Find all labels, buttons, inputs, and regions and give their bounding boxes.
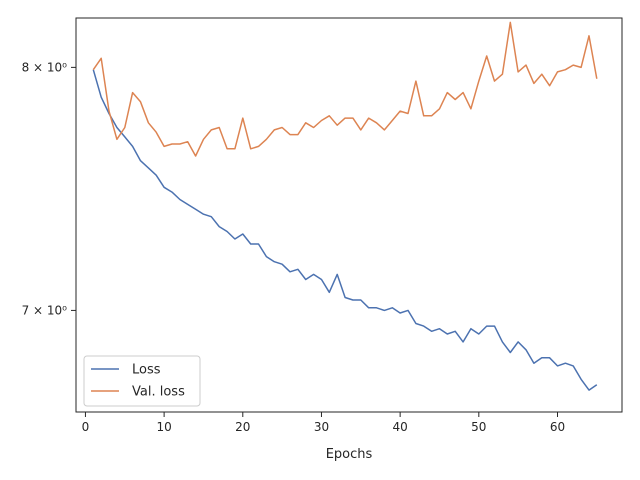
plot-frame bbox=[75, 17, 623, 413]
legend: Loss Val. loss bbox=[83, 355, 201, 407]
x-tick-label: 20 bbox=[235, 420, 250, 434]
series-line-1 bbox=[92, 21, 598, 157]
series-layer bbox=[92, 21, 598, 391]
x-tick-label: 40 bbox=[392, 420, 407, 434]
y-axis-ticks: 7 × 10⁰ 8 × 10⁰ bbox=[22, 60, 76, 317]
x-tick-label: 0 bbox=[82, 420, 90, 434]
y-tick-label: 7 × 10⁰ bbox=[22, 303, 68, 317]
y-tick-label: 8 × 10⁰ bbox=[22, 60, 68, 74]
legend-label-0: Loss bbox=[132, 363, 161, 378]
series-line-0 bbox=[92, 69, 598, 391]
x-tick-label: 60 bbox=[550, 420, 565, 434]
x-tick-label: 50 bbox=[471, 420, 486, 434]
legend-label-1: Val. loss bbox=[132, 385, 185, 400]
x-tick-label: 30 bbox=[314, 420, 329, 434]
x-tick-label: 10 bbox=[156, 420, 171, 434]
x-axis-label: Epochs bbox=[326, 447, 373, 462]
x-axis-ticks: 0 10 20 30 40 50 60 bbox=[82, 412, 565, 434]
